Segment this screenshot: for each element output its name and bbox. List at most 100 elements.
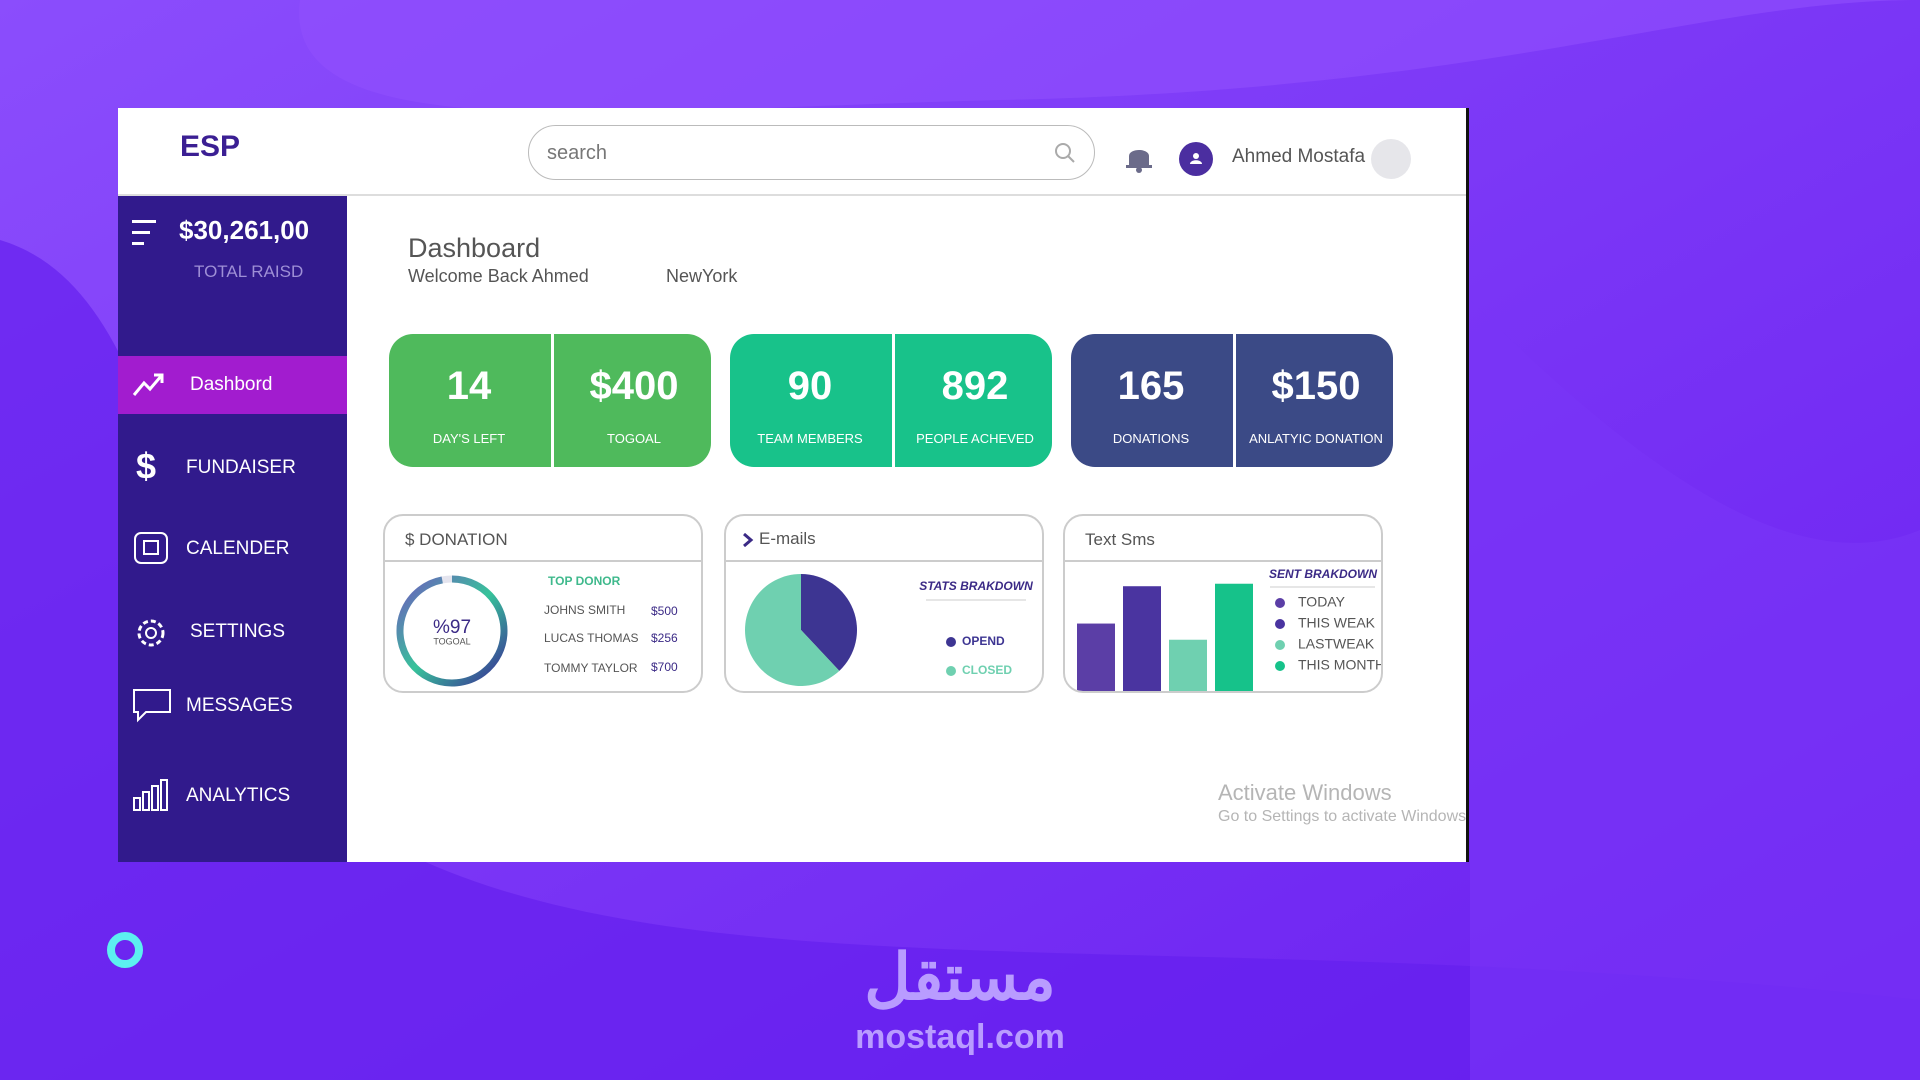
legend-label: THIS MONTH xyxy=(1298,657,1383,673)
location-text: NewYork xyxy=(666,266,738,286)
legend-label: THIS WEAK xyxy=(1298,615,1376,631)
menu-item[interactable]: CALENDER xyxy=(118,520,347,578)
bar xyxy=(1169,639,1207,691)
panel-header: Text Sms xyxy=(1065,516,1381,562)
donor-name: JOHNS SMITH xyxy=(544,603,625,617)
menu-label: FUNDAISER xyxy=(186,457,296,478)
stat-value: 14 xyxy=(446,364,492,408)
progress-label: %97 xyxy=(433,617,471,638)
donor-amount: $256 xyxy=(651,631,678,645)
chart-title: STATS BRAKDOWN xyxy=(919,579,1033,593)
welcome-text: Welcome Back Ahmed xyxy=(408,266,589,286)
donation-panel: $ DONATION %97 TOGOAL TOP DONOR JOHNS SM… xyxy=(383,514,703,693)
watermark-title: Activate Windows xyxy=(1218,780,1392,805)
donor-amount: $700 xyxy=(651,660,678,674)
top-donor-title: TOP DONOR xyxy=(548,574,621,588)
stat-value: 165 xyxy=(1117,364,1185,408)
app-window: ESP search Ahmed Mostafa $30,261,00 TOTA… xyxy=(118,108,1469,862)
legend-label: OPEND xyxy=(962,634,1005,648)
calendar-icon xyxy=(134,532,168,564)
legend-marker xyxy=(1275,661,1285,671)
panel-header: $ DONATION xyxy=(385,516,701,562)
legend-marker xyxy=(1275,619,1285,629)
sms-chart: SENT BRAKDOWN TODAY THIS WEAK LASTWEAK THIS… xyxy=(1077,567,1383,691)
bar xyxy=(1123,586,1161,691)
stat-label: DAY'S LEFT xyxy=(432,431,506,446)
legend-marker xyxy=(1275,598,1285,608)
divider xyxy=(1233,334,1236,467)
logo: ESP xyxy=(180,130,241,163)
settings-icon xyxy=(137,619,165,647)
search-placeholder: search xyxy=(547,142,608,164)
sidebar: $30,261,00 TOTAL RAISD Dashbord $ FUNDAI… xyxy=(118,196,347,862)
emails-chart: STATS BRAKDOWN OPEND CLOSED xyxy=(745,574,1033,686)
stat-value: 90 xyxy=(787,364,833,408)
bell-icon[interactable] xyxy=(1124,142,1154,174)
total-label: TOTAL RAISD xyxy=(194,262,304,281)
stat-label: DONATIONS xyxy=(1112,431,1190,446)
search-box[interactable]: search xyxy=(528,125,1095,180)
watermark-subtitle: Go to Settings to activate Windows xyxy=(1218,808,1467,825)
stat-label: TEAM MEMBERS xyxy=(757,431,863,446)
chart-title: SENT BRAKDOWN xyxy=(1269,567,1377,581)
menu-item[interactable]: MESSAGES xyxy=(118,677,347,735)
stat-card: 90 TEAM MEMBERS 892 PEOPLE ACHEVED xyxy=(730,334,1052,467)
messages-icon xyxy=(133,689,171,723)
legend-marker xyxy=(946,666,956,676)
pie-slice xyxy=(745,574,840,686)
trend-icon xyxy=(132,373,164,396)
stat-value: $150 xyxy=(1271,364,1361,408)
menu-item[interactable]: SETTINGS xyxy=(118,603,347,661)
menu-item[interactable]: $ FUNDAISER xyxy=(118,439,347,497)
legend-label: CLOSED xyxy=(962,663,1012,677)
header: ESP search Ahmed Mostafa xyxy=(118,108,1466,196)
stat-value: 892 xyxy=(941,364,1009,408)
legend-label: LASTWEAK xyxy=(1298,636,1375,652)
donor-name: TOMMY TAYLOR xyxy=(544,661,638,675)
menu-label: ANALYTICS xyxy=(186,785,291,806)
menu-label: SETTINGS xyxy=(190,621,286,642)
stat-label: PEOPLE ACHEVED xyxy=(916,431,1034,446)
analytics-icon xyxy=(133,779,168,811)
avatar-icon[interactable] xyxy=(1178,141,1214,177)
svg-text:$: $ xyxy=(136,450,156,486)
menu-label: MESSAGES xyxy=(186,695,293,716)
legend-marker xyxy=(946,637,956,647)
panel-title: Text Sms xyxy=(1085,530,1155,549)
page-title: Dashboard xyxy=(408,233,541,263)
bar xyxy=(1215,583,1253,691)
menu-label: CALENDER xyxy=(186,538,290,559)
profile-picture[interactable] xyxy=(1371,139,1411,179)
stat-value: $400 xyxy=(589,364,679,408)
emails-panel: E-mails STATS BRAKDOWN OPEND CLOSED xyxy=(724,514,1044,693)
menu-item[interactable]: ANALYTICS xyxy=(118,767,347,825)
brand-arabic: مستقل xyxy=(864,941,1056,1013)
stat-card: 14 DAY'S LEFT $400 TOGOAL xyxy=(389,334,711,467)
hamburger-icon[interactable] xyxy=(132,218,160,250)
panel-title: $ DONATION xyxy=(405,530,508,549)
donor-amount: $500 xyxy=(651,604,678,618)
stat-label: ANLATYIC DONATION xyxy=(1249,431,1383,446)
menu-item[interactable]: Dashbord xyxy=(118,356,347,414)
divider xyxy=(551,334,554,467)
search-icon xyxy=(1055,143,1075,163)
panel-title: E-mails xyxy=(759,529,816,548)
donor-name: LUCAS THOMAS xyxy=(544,631,638,645)
panel-header: E-mails xyxy=(726,516,1042,562)
legend-marker xyxy=(1275,640,1285,650)
pie-slice xyxy=(801,574,857,671)
chevron-icon xyxy=(743,533,754,547)
stat-card: 165 DONATIONS $150 ANLATYIC DONATION xyxy=(1071,334,1393,467)
stat-label: TOGOAL xyxy=(607,431,661,446)
total-amount: $30,261,00 xyxy=(179,215,310,245)
sms-panel: Text Sms SENT BRAKDOWN TODAY THIS WEAK LAS… xyxy=(1063,514,1383,693)
brand-url: mostaql.com xyxy=(855,1018,1065,1056)
bar xyxy=(1077,623,1115,691)
dollar-icon: $ xyxy=(136,450,156,486)
progress-arc xyxy=(396,575,508,687)
donation-chart: %97 TOGOAL TOP DONOR JOHNS SMITH $500 LU… xyxy=(396,574,678,687)
user-name: Ahmed Mostafa xyxy=(1232,146,1366,167)
divider xyxy=(892,334,895,467)
progress-caption: TOGOAL xyxy=(433,636,470,646)
